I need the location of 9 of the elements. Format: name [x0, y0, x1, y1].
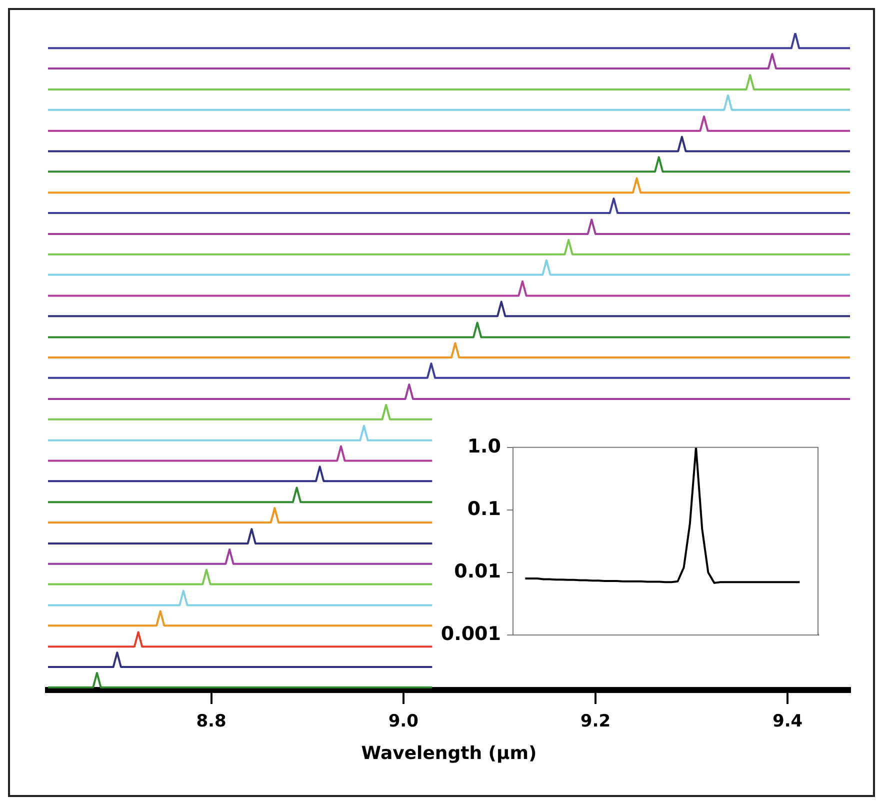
y-tick-label: 0.001: [440, 622, 501, 645]
x-tick-label: 9.2: [580, 712, 611, 732]
y-tick-label: 1.0: [467, 435, 501, 458]
x-tick-label: 9.4: [772, 712, 803, 732]
x-tick-label: 8.8: [196, 712, 226, 732]
x-tick-label: 9.0: [388, 712, 419, 732]
y-tick-label: 0.01: [454, 560, 501, 582]
x-axis-title: Wavelength (µm): [361, 742, 537, 764]
y-tick-label: 0.1: [467, 498, 501, 520]
